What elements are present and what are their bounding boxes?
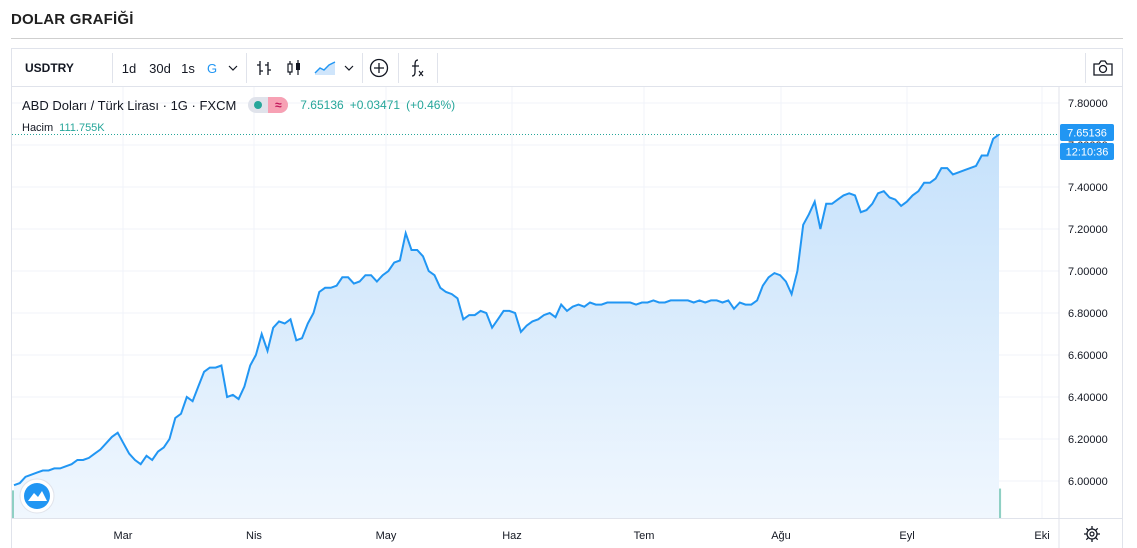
x-tick-label: Tem <box>634 530 655 542</box>
x-tick-label: May <box>376 530 397 542</box>
x-tick-label: Nis <box>246 530 262 542</box>
toolbar-divider <box>112 53 113 83</box>
interval-g-button[interactable]: G <box>206 60 218 76</box>
function-icon[interactable] <box>404 49 430 87</box>
legend-change: +0.03471 <box>349 98 401 112</box>
legend-title: ABD Doları / Türk Lirası · 1G · FXCM <box>22 97 237 113</box>
time-axis-border <box>12 518 1122 519</box>
y-tick-label: 6.40000 <box>1068 392 1108 404</box>
bars-icon[interactable] <box>252 49 276 87</box>
chart-legend: ABD Doları / Türk Lirası · 1G · FXCM ≈ 7… <box>22 97 455 113</box>
tradingview-logo-icon[interactable] <box>19 478 55 514</box>
legend-change-pct: (+0.46%) <box>406 98 456 112</box>
x-tick-label: Ağu <box>771 530 791 542</box>
toolbar-divider <box>246 53 247 83</box>
price-chart[interactable]: 7.800007.600007.400007.200007.000006.800… <box>12 49 1122 548</box>
delayed-data-icon: ≈ <box>268 97 289 113</box>
volume-label: Hacim <box>22 122 54 134</box>
y-tick-label: 7.00000 <box>1068 266 1108 278</box>
time-tag-text: 12:10:36 <box>1066 147 1109 159</box>
y-tick-label: 7.20000 <box>1068 224 1108 236</box>
chart-toolbar: USDTRY 1d 30d 1s G <box>12 49 1122 87</box>
toolbar-divider <box>437 53 438 83</box>
y-tick-label: 6.60000 <box>1068 350 1108 362</box>
title-divider <box>11 38 1123 39</box>
x-tick-label: Haz <box>502 530 522 542</box>
page-title: DOLAR GRAFİĞİ <box>11 11 134 28</box>
add-icon[interactable] <box>366 49 392 87</box>
y-tick-label: 6.20000 <box>1068 434 1108 446</box>
legend-price: 7.65136 <box>300 98 344 112</box>
volume-legend: Hacim 111.755K <box>22 122 105 134</box>
toolbar-divider <box>398 53 399 83</box>
toolbar-divider <box>1085 53 1086 83</box>
chevron-down-icon[interactable] <box>342 49 356 87</box>
toolbar-divider <box>362 53 363 83</box>
x-tick-label: Eyl <box>899 530 914 542</box>
market-status-pill[interactable]: ≈ <box>248 97 289 113</box>
area-chart-icon[interactable] <box>312 49 338 87</box>
camera-icon[interactable] <box>1090 49 1116 87</box>
interval-1s-button[interactable]: 1s <box>181 60 195 76</box>
price-line <box>13 133 1000 487</box>
interval-30d-button[interactable]: 30d <box>149 60 171 76</box>
candles-icon[interactable] <box>282 49 306 87</box>
y-tick-label: 7.80000 <box>1068 98 1108 110</box>
symbol-search-button[interactable]: USDTRY <box>25 61 74 75</box>
y-tick-label: 7.40000 <box>1068 182 1108 194</box>
price-tag-text: 7.65136 <box>1067 128 1107 140</box>
price-tag: 7.65136 12:10:36 <box>1060 124 1114 160</box>
y-tick-label: 6.00000 <box>1068 476 1108 488</box>
y-tick-label: 6.80000 <box>1068 308 1108 320</box>
chart-widget: USDTRY 1d 30d 1s G <box>11 48 1123 548</box>
volume-value: 111.755K <box>59 122 105 134</box>
time-axis[interactable]: Mar Nis May Haz Tem Ağu Eyl Eki <box>114 530 1050 542</box>
x-tick-label: Mar <box>114 530 133 542</box>
settings-gear-icon[interactable] <box>1084 526 1100 542</box>
x-tick-label: Eki <box>1034 530 1049 542</box>
market-open-icon <box>248 97 268 113</box>
chevron-down-icon[interactable] <box>226 49 240 87</box>
price-area <box>14 134 999 518</box>
interval-1d-button[interactable]: 1d <box>121 60 137 76</box>
